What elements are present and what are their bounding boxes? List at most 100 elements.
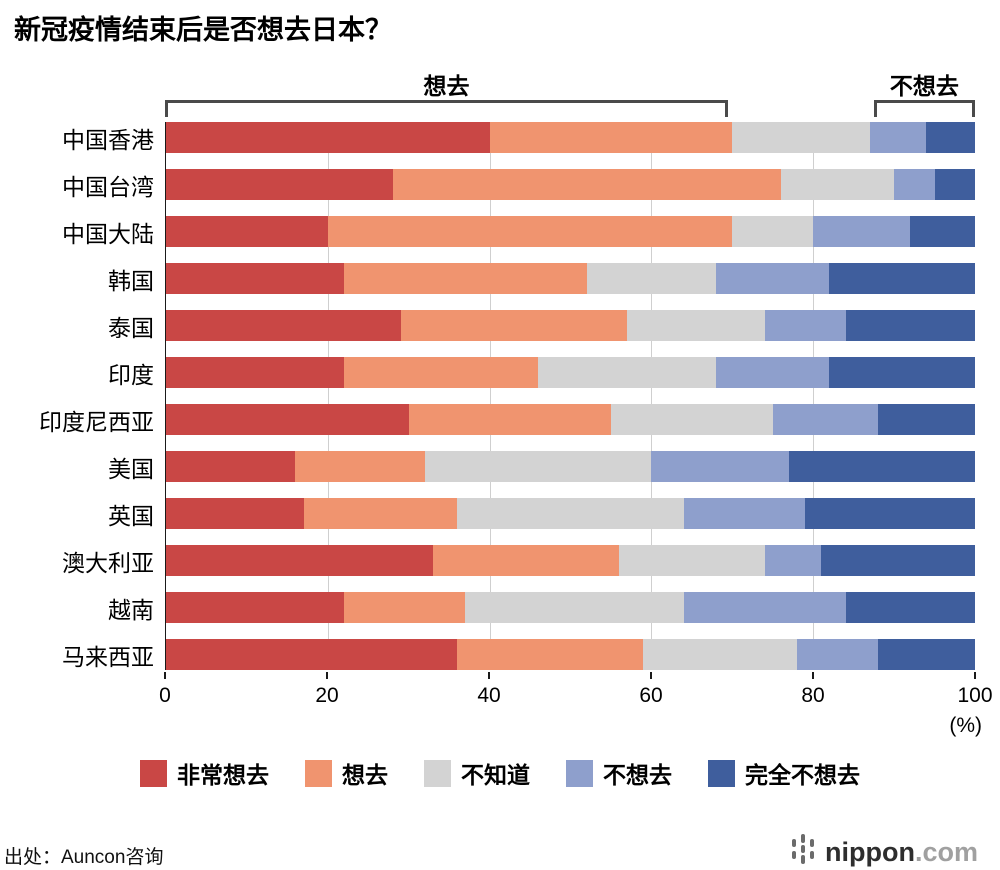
bar-segment — [869, 122, 927, 153]
bar-segment — [166, 169, 393, 200]
bar-segment — [926, 122, 975, 153]
bar-segment — [716, 357, 830, 388]
bar-segment — [538, 357, 717, 388]
legend-item: 不想去 — [566, 756, 672, 790]
category-label: 中国台湾 — [62, 173, 154, 200]
bar-row: 印度 — [108, 357, 975, 388]
bar-segment — [489, 122, 733, 153]
legend-swatch — [140, 759, 167, 787]
legend-item: 完全不想去 — [708, 756, 860, 790]
bar-segment — [392, 169, 781, 200]
bar-row: 澳大利亚 — [62, 545, 975, 576]
category-label: 美国 — [108, 455, 154, 482]
legend-swatch — [566, 759, 593, 787]
bar-segment — [424, 451, 652, 482]
legend-label: 非常想去 — [177, 762, 269, 788]
gridline — [489, 122, 491, 668]
bar-segment — [457, 498, 684, 529]
bracket-layer: 想去 不想去 — [165, 0, 975, 122]
legend-swatch — [305, 759, 332, 787]
legend-label: 完全不想去 — [745, 762, 860, 788]
bar-row: 英国 — [108, 498, 975, 529]
axis-tick-label: 60 — [639, 684, 663, 707]
axis-tick-label: 0 — [159, 684, 171, 707]
bar-segment — [343, 263, 587, 294]
bar-segment — [764, 310, 846, 341]
bar-segment — [797, 639, 878, 670]
bar-segment — [166, 216, 328, 247]
bar-segment — [877, 404, 975, 435]
bracket-want-label: 想去 — [423, 73, 470, 99]
category-label: 中国香港 — [62, 126, 154, 153]
bar-segment — [813, 216, 911, 247]
legend-label: 不知道 — [461, 762, 530, 788]
axis-tick-mark — [650, 672, 652, 679]
bar-segment — [845, 310, 975, 341]
bracket-not-want-to-go: 不想去 — [873, 73, 975, 117]
bar-segment — [166, 639, 458, 670]
bar-segment — [764, 545, 822, 576]
bar-segment — [894, 169, 935, 200]
axis-tick-label: 80 — [801, 684, 825, 707]
bar-segment — [627, 310, 765, 341]
bar-segment — [716, 263, 830, 294]
bar-segment — [805, 498, 975, 529]
nippon-logo-mark-icon — [792, 832, 816, 870]
bar-segment — [788, 451, 975, 482]
chart-title: 新冠疫情结束后是否想去日本？ — [14, 15, 392, 45]
category-label: 印度尼西亚 — [39, 408, 154, 435]
bar-segment — [457, 639, 644, 670]
bar-row: 越南 — [108, 592, 975, 623]
bar-segment — [610, 404, 773, 435]
bar-segment — [780, 169, 895, 200]
plot-area: 中国香港中国台湾中国大陆韩国泰国印度印度尼西亚美国英国澳大利亚越南马来西亚 — [39, 122, 975, 670]
category-label: 韩国 — [108, 267, 154, 294]
bar-segment — [166, 404, 409, 435]
category-label: 越南 — [108, 596, 154, 623]
legend-item: 想去 — [305, 756, 388, 790]
bar-row: 韩国 — [108, 263, 975, 294]
bar-segment — [683, 498, 806, 529]
bar-segment — [934, 169, 975, 200]
bar-row: 中国香港 — [62, 122, 975, 153]
bar-segment — [821, 545, 975, 576]
bar-segment — [829, 263, 975, 294]
bar-row: 马来西亚 — [62, 639, 975, 670]
gridline — [813, 122, 815, 668]
bracket-want-to-go: 想去 — [165, 73, 728, 117]
axis-tick-mark — [488, 672, 490, 679]
bar-segment — [829, 357, 975, 388]
bar-segment — [166, 451, 296, 482]
bar-segment — [432, 545, 620, 576]
category-label: 澳大利亚 — [62, 549, 154, 576]
category-label: 印度 — [108, 361, 154, 388]
bar-segment — [619, 545, 765, 576]
category-label: 马来西亚 — [62, 643, 154, 670]
x-axis: 0 20 40 60 80 100 — [159, 672, 993, 716]
axis-tick-mark — [164, 672, 166, 679]
legend-label: 想去 — [342, 762, 388, 788]
source-credit: 出处：Auncon咨询 — [4, 847, 164, 868]
bar-segment — [732, 216, 814, 247]
legend-swatch — [708, 759, 735, 787]
axis-tick-mark — [974, 672, 976, 679]
axis-tick-mark — [812, 672, 814, 679]
category-label: 英国 — [108, 502, 154, 529]
bar-segment — [877, 639, 975, 670]
bar-segment — [732, 122, 870, 153]
bar-segment — [166, 310, 401, 341]
bar-row: 印度尼西亚 — [39, 404, 975, 435]
axis-tick-mark — [326, 672, 328, 679]
bar-segment — [683, 592, 846, 623]
nippon-logo: nippon.com — [792, 832, 978, 870]
bracket-notwant-label: 不想去 — [889, 73, 959, 99]
bar-segment — [910, 216, 975, 247]
bar-segment — [408, 404, 611, 435]
category-label: 泰国 — [108, 314, 154, 341]
bar-segment — [166, 263, 344, 294]
legend-label: 不想去 — [603, 762, 672, 788]
bar-row: 中国大陆 — [62, 216, 975, 247]
gridline — [327, 122, 329, 668]
bar-segment — [651, 451, 789, 482]
